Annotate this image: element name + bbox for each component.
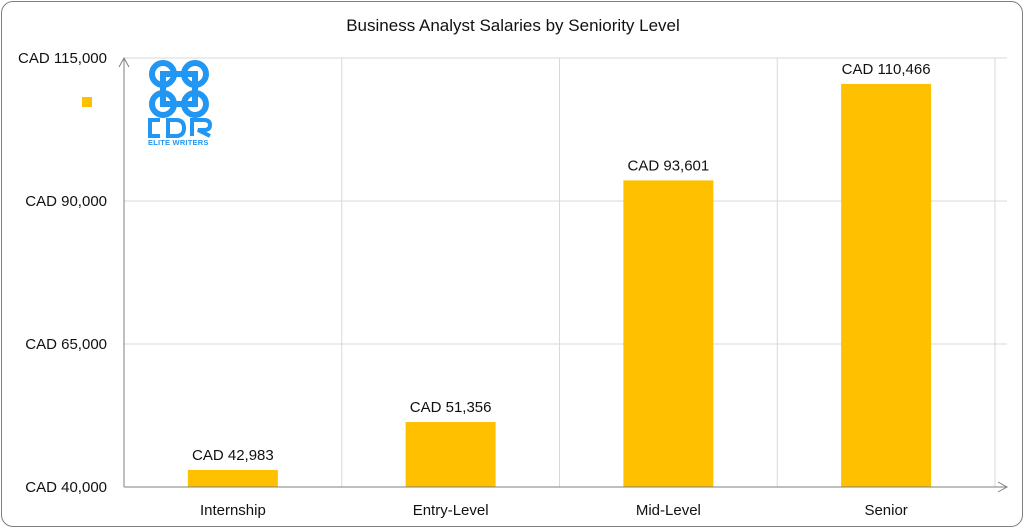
x-tick-label: Senior: [864, 502, 907, 519]
x-tick-label: Mid-Level: [636, 502, 701, 519]
cdr-logo: [148, 60, 213, 138]
legend-swatch: [82, 97, 92, 107]
y-tick-label: CAD 65,000: [25, 336, 107, 353]
y-tick-label: CAD 40,000: [25, 479, 107, 496]
data-label: CAD 110,466: [842, 61, 931, 78]
y-axis-arrow: [118, 56, 130, 68]
y-tick-label: CAD 90,000: [25, 193, 107, 210]
x-tick-label: Internship: [200, 502, 266, 519]
bar: [841, 83, 932, 487]
bar: [405, 422, 496, 487]
x-tick-label: Entry-Level: [413, 502, 489, 519]
x-axis-arrow: [997, 481, 1009, 493]
data-label: CAD 51,356: [410, 399, 492, 416]
logo-subtext: ELITE WRITERS: [148, 138, 209, 147]
data-label: CAD 93,601: [628, 157, 710, 174]
data-label: CAD 42,983: [192, 447, 274, 464]
bar: [187, 469, 278, 487]
chart-title: Business Analyst Salaries by Seniority L…: [346, 16, 680, 35]
bar: [623, 180, 714, 487]
y-tick-label: CAD 115,000: [18, 50, 107, 67]
